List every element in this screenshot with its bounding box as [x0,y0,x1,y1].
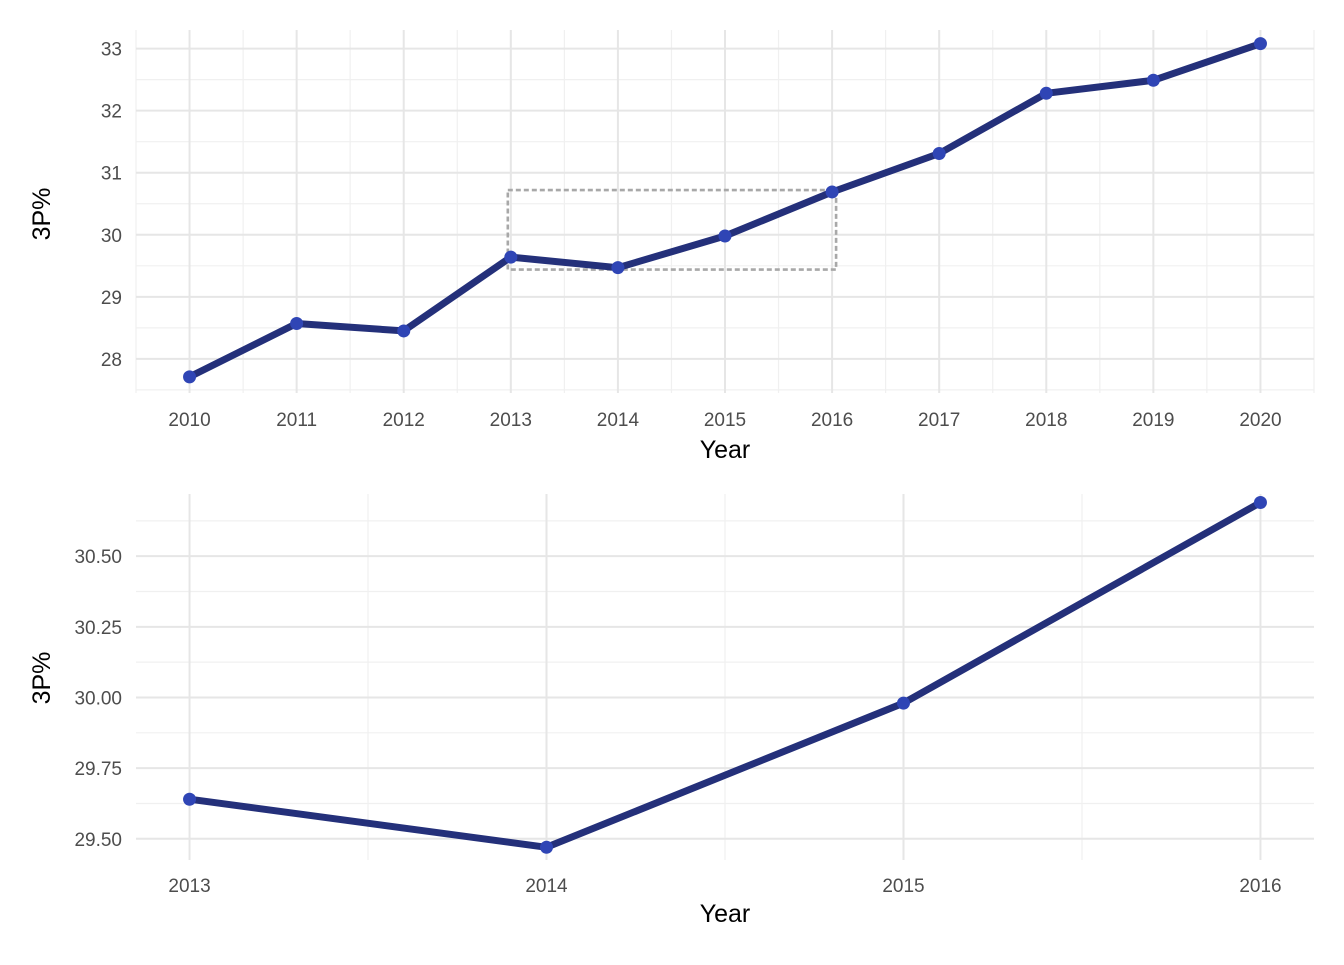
data-point [397,324,411,338]
data-point [290,317,304,331]
data-point [1253,495,1267,509]
data-point [1146,73,1160,87]
x-tick-label: 2015 [704,410,746,431]
data-point [825,185,839,199]
y-tick-label: 30.00 [74,688,122,709]
zoomed-panel: 3P% Year 2013 2014 2015 2016 29.50 29.75 30.00… [28,494,1314,928]
y-tick-label: 29.75 [74,759,122,780]
series-line [186,499,1264,851]
y-tick-label: 30 [101,226,122,247]
y-tick-label: 32 [101,102,122,123]
y-tick-label: 30.25 [74,618,122,639]
x-axis-title: Year [700,900,751,928]
data-point [896,696,910,710]
x-tick-label: 2012 [383,410,425,431]
y-tick-label: 29 [101,288,122,309]
zoom-region-box [506,188,838,271]
x-tick-label: 2014 [597,410,640,431]
x-tick-label: 2014 [525,876,568,897]
x-tick-label: 2016 [1239,876,1281,897]
x-tick-label: 2015 [882,876,924,897]
grid-lines [136,494,1314,860]
x-axis-title: Year [700,436,751,464]
data-point [611,261,625,275]
x-tick-label: 2017 [918,410,960,431]
y-tick-label: 28 [101,350,122,371]
x-tick-label: 2011 [276,410,317,431]
x-tick-label: 2018 [1025,410,1067,431]
y-tick-label: 30.50 [74,547,122,568]
x-tick-label: 2020 [1239,410,1281,431]
x-tick-label: 2010 [168,410,210,431]
data-point [1253,37,1267,51]
data-point [932,146,946,160]
data-point [183,792,197,806]
x-tick-label: 2013 [168,876,210,897]
x-tick-label: 2019 [1132,410,1174,431]
y-tick-label: 33 [101,40,122,61]
x-tick-label: 2013 [490,410,532,431]
grid-lines [135,30,1315,393]
y-tick-label: 29.50 [74,830,122,851]
data-point [1039,86,1053,100]
data-point [504,250,518,264]
x-tick-label: 2016 [811,410,853,431]
overview-panel: 3P% Year 2010 2011 2012 2013 2014 2015 2016 201… [28,30,1315,464]
data-point [718,229,732,243]
data-point [540,840,554,854]
y-axis-title: 3P% [28,652,56,705]
data-point [183,370,197,384]
y-axis-title: 3P% [28,188,56,241]
y-tick-label: 31 [101,164,122,185]
